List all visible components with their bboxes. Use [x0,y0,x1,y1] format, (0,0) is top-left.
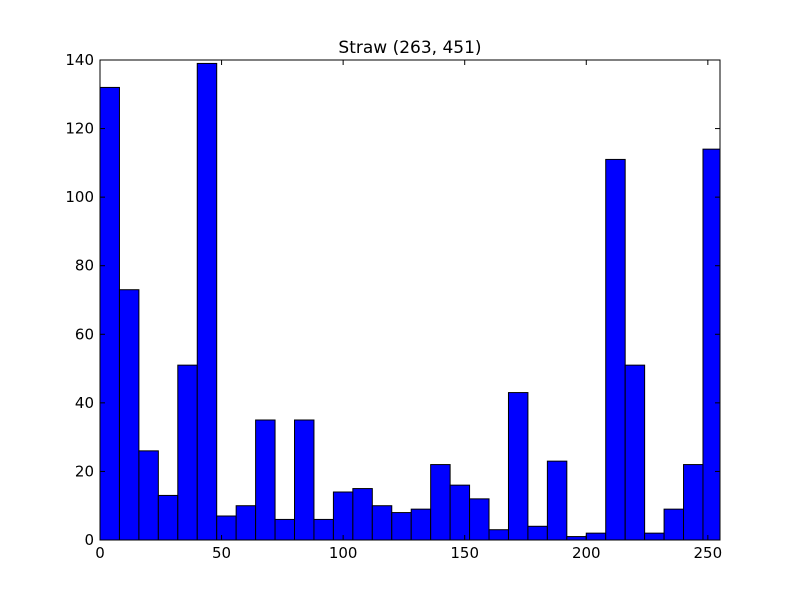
x-tick-label: 150 [450,544,479,562]
chart-title: Straw (263, 451) [338,38,481,58]
histogram-bar [663,508,685,541]
histogram-bar [430,464,451,541]
histogram-bar [157,494,179,541]
histogram-bar [488,529,509,541]
histogram-bar [216,515,237,541]
histogram-bar [332,491,354,541]
x-tick-label: 50 [212,544,231,562]
y-tick-label: 120 [65,120,94,138]
histogram-bar [605,158,626,541]
histogram-bar [274,518,296,541]
y-tick-label: 100 [65,188,94,206]
ticks-layer: 0 50 100 150 200 250 0 20 40 60 80 100 120 140 [65,51,722,562]
y-tick-label: 60 [75,325,94,343]
histogram-bar [99,86,120,541]
histogram-bar [371,505,393,541]
histogram-bar [449,484,471,541]
histogram-bar [255,419,276,541]
histogram-bar [566,536,587,541]
histogram-bar [469,498,490,541]
histogram-bar [235,505,257,541]
y-tick-label: 20 [75,462,94,480]
histogram-bar [702,148,721,541]
histogram-bar [624,364,646,541]
y-tick-label: 80 [75,257,94,275]
histogram-bar [644,532,665,541]
histogram-bar [138,450,159,541]
histogram-bar [177,364,198,541]
y-tick-label: 0 [84,531,94,549]
histogram-bar [196,62,218,541]
histogram-bar [507,392,529,541]
x-tick-label: 250 [694,544,723,562]
x-tick-label: 0 [95,544,105,562]
histogram-bar [294,419,315,541]
histogram-bar [585,532,607,541]
histogram-bar [683,464,704,541]
histogram-bar [527,525,548,541]
histogram-bar [118,289,140,541]
y-tick-label: 40 [75,394,94,412]
histogram-bar [313,518,334,541]
histogram-bar [391,512,412,541]
x-tick-label: 200 [572,544,601,562]
x-tick-label: 100 [329,544,358,562]
histogram-bar [410,508,432,541]
y-tick-label: 140 [65,51,94,69]
histogram-bar [546,460,568,541]
bars-layer [99,62,721,541]
plot-frame [99,59,721,541]
histogram-bar [352,488,373,541]
